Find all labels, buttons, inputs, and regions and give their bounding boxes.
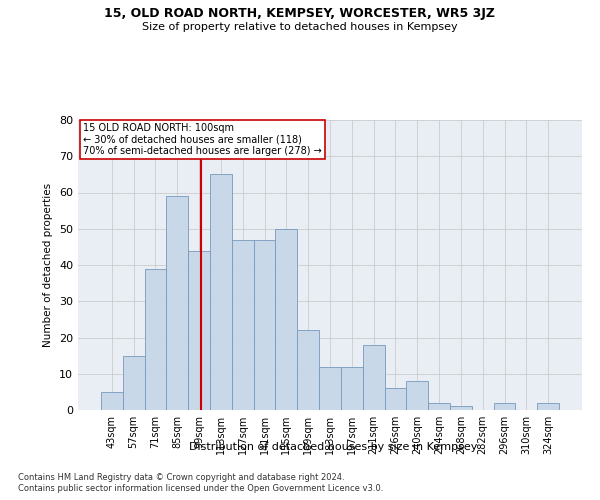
Bar bbox=[166, 196, 188, 410]
Bar bbox=[188, 250, 210, 410]
Bar bbox=[537, 403, 559, 410]
Text: Size of property relative to detached houses in Kempsey: Size of property relative to detached ho… bbox=[142, 22, 458, 32]
Bar bbox=[428, 403, 450, 410]
Bar bbox=[101, 392, 123, 410]
Bar bbox=[341, 366, 363, 410]
Bar bbox=[385, 388, 406, 410]
Bar bbox=[319, 366, 341, 410]
Bar bbox=[406, 381, 428, 410]
Bar bbox=[450, 406, 472, 410]
Text: Contains HM Land Registry data © Crown copyright and database right 2024.: Contains HM Land Registry data © Crown c… bbox=[18, 472, 344, 482]
Text: Contains public sector information licensed under the Open Government Licence v3: Contains public sector information licen… bbox=[18, 484, 383, 493]
Text: Distribution of detached houses by size in Kempsey: Distribution of detached houses by size … bbox=[189, 442, 477, 452]
Bar bbox=[254, 240, 275, 410]
Y-axis label: Number of detached properties: Number of detached properties bbox=[43, 183, 53, 347]
Bar bbox=[210, 174, 232, 410]
Bar bbox=[232, 240, 254, 410]
Bar bbox=[275, 229, 297, 410]
Bar bbox=[123, 356, 145, 410]
Bar bbox=[145, 268, 166, 410]
Text: 15, OLD ROAD NORTH, KEMPSEY, WORCESTER, WR5 3JZ: 15, OLD ROAD NORTH, KEMPSEY, WORCESTER, … bbox=[104, 8, 496, 20]
Bar bbox=[494, 403, 515, 410]
Bar bbox=[297, 330, 319, 410]
Bar bbox=[363, 345, 385, 410]
Text: 15 OLD ROAD NORTH: 100sqm
← 30% of detached houses are smaller (118)
70% of semi: 15 OLD ROAD NORTH: 100sqm ← 30% of detac… bbox=[83, 123, 322, 156]
